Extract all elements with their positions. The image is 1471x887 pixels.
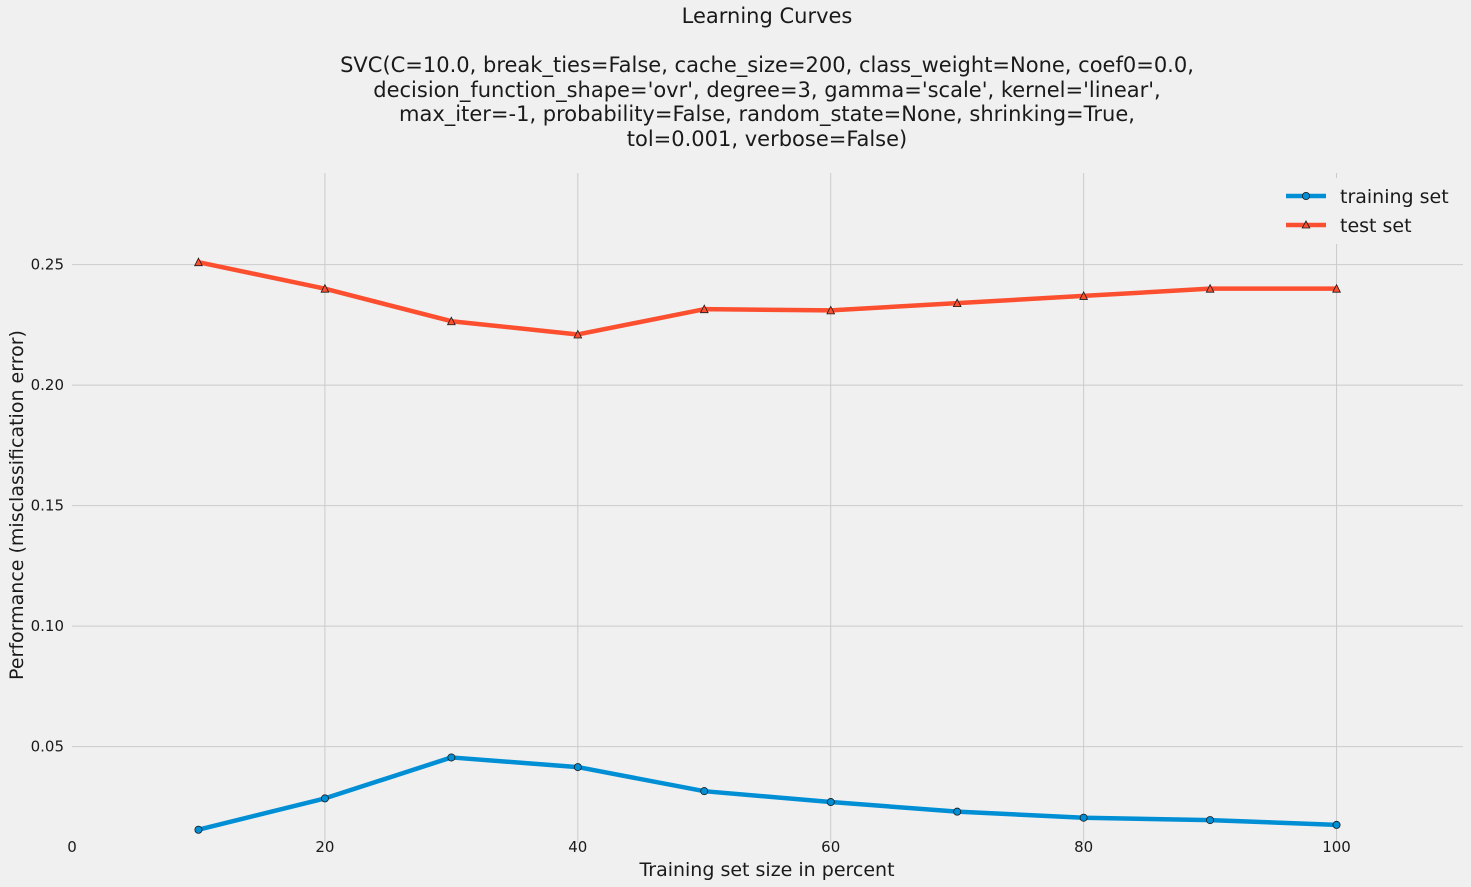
data-point-training-set [573,763,582,772]
data-point-test-set [1205,283,1215,293]
data-point-test-set [952,298,962,308]
y-tick-label: 0.10 [31,617,64,635]
y-tick-label: 0.20 [31,376,64,394]
data-point-training-set [1079,813,1088,822]
x-tick-label: 100 [1322,838,1351,856]
legend-marker-training-set [1302,191,1311,200]
data-point-training-set [447,753,456,762]
series-lines [194,257,1341,834]
data-point-training-set [194,825,203,834]
data-point-test-set [573,329,583,339]
x-tick-label: 60 [821,838,840,856]
x-tick-label: 40 [568,838,587,856]
data-point-training-set [700,787,709,796]
series-line-training-set [196,755,1339,832]
data-point-test-set [1079,291,1089,300]
legend-marker-test-set [1301,220,1311,229]
data-point-training-set [1206,816,1215,825]
legend: training set test set [1276,178,1456,244]
tick-labels: 0.05 0.10 0.15 0.20 0.25 0 20 40 60 80 100 [31,256,1351,856]
legend-label-training-set: training set [1340,186,1449,208]
legend-background [1276,178,1456,244]
y-tick-label: 0.25 [31,256,64,274]
x-axis-label: Training set size in percent [638,859,894,881]
data-point-test-set [446,316,456,326]
data-point-training-set [320,794,329,803]
data-point-test-set [826,305,836,315]
y-tick-label: 0.15 [31,497,64,515]
series-line-test-set [196,259,1339,337]
y-tick-label: 0.05 [31,738,64,756]
data-point-training-set [1332,820,1341,829]
x-tick-label: 0 [67,838,77,856]
data-point-training-set [953,807,962,816]
data-point-test-set [320,283,330,293]
chart-title: Learning Curves SVC(C=10.0, break_ties=F… [340,4,1194,151]
legend-label-test-set: test set [1340,215,1412,237]
data-point-test-set [194,257,203,267]
y-axis-label: Performance (misclassification error) [6,330,28,680]
x-tick-label: 20 [315,838,334,856]
x-tick-label: 80 [1074,838,1093,856]
grid-lines [72,173,1463,843]
data-point-test-set [1332,283,1341,293]
data-point-test-set [699,304,709,314]
data-point-training-set [826,798,835,807]
